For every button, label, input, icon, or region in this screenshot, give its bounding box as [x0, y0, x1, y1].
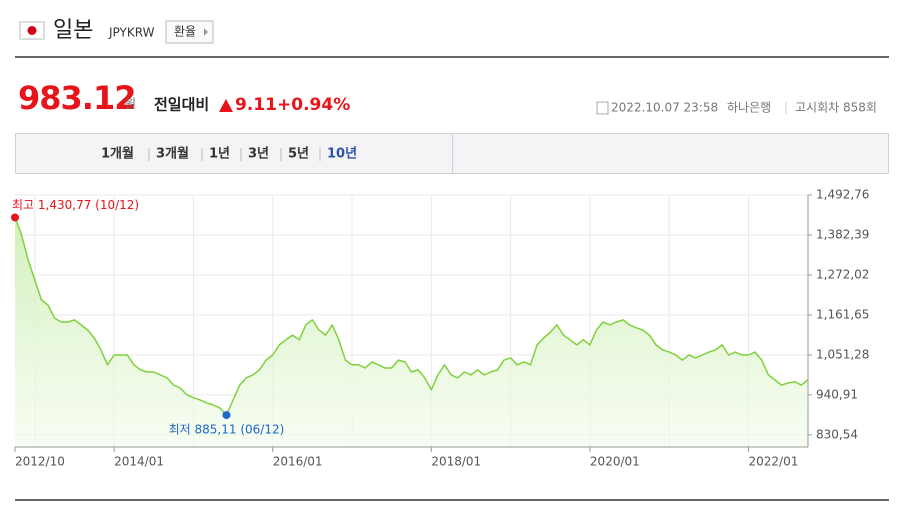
- round: 고시회차 858회: [795, 101, 877, 115]
- date-icon: [596, 101, 609, 115]
- code: JPYKRW: [108, 26, 155, 40]
- y-tick-label: 1,492,76: [816, 188, 869, 202]
- change-label: 전일대비: [154, 96, 209, 114]
- area-fill: [15, 217, 808, 447]
- divider: [15, 56, 889, 58]
- y-tick-label: 1,161,65: [816, 307, 869, 321]
- y-tick-label: 940,91: [816, 387, 858, 401]
- x-tick-label: 2014/01: [114, 455, 164, 469]
- annotation-point: [11, 213, 19, 222]
- y-tick-label: 830,54: [816, 427, 858, 441]
- period-tab[interactable]: 5년: [288, 147, 309, 162]
- x-tick-label: 2016/01: [273, 455, 323, 469]
- period-tab[interactable]: 1개월: [101, 146, 134, 162]
- rate-button[interactable]: [165, 20, 214, 44]
- button-arrow: [204, 28, 208, 36]
- up-arrow: [219, 99, 233, 112]
- x-tick-label: 2018/01: [431, 455, 481, 469]
- flag-sun: [27, 26, 37, 35]
- annotation-label: 최저 885,11 (06/12): [169, 423, 285, 437]
- y-tick-label: 1,051,28: [816, 347, 869, 361]
- x-tick-label: 2020/01: [590, 455, 640, 469]
- annotation-label: 최고 1,430,77 (10/12): [12, 198, 139, 212]
- y-tick-label: 1,382,39: [816, 227, 869, 241]
- price-unit: 원: [125, 97, 136, 111]
- y-tick-label: 1,272,02: [816, 267, 869, 281]
- bank: 하나은행: [727, 100, 771, 115]
- change-percent: +0.94%: [277, 95, 350, 115]
- annotation-point: [222, 411, 231, 420]
- change: 9.11: [235, 95, 277, 115]
- datetime: 2022.10.07 23:58: [611, 101, 718, 115]
- x-tick-label: 2022/01: [749, 455, 799, 469]
- line: [14, 217, 809, 416]
- period-tab[interactable]: 1년: [209, 147, 230, 162]
- period-tab[interactable]: 3년: [248, 147, 269, 162]
- price: 983.12: [18, 79, 135, 117]
- rate-button-label[interactable]: 환율: [174, 25, 196, 39]
- period-tab[interactable]: 3개월: [156, 146, 189, 162]
- period-tab[interactable]: 10년: [327, 147, 357, 162]
- x-tick-label: 2012/10: [15, 455, 65, 469]
- divider: [15, 499, 889, 501]
- country: 일본: [53, 18, 93, 43]
